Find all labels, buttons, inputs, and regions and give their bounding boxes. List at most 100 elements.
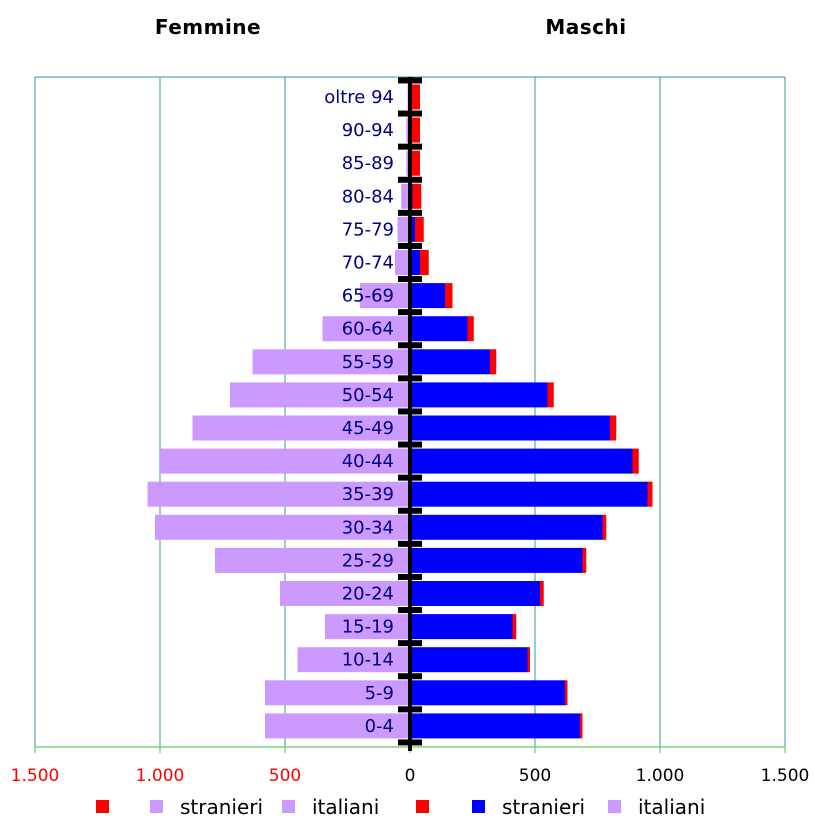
bar-female xyxy=(397,216,410,242)
center-axis-dash xyxy=(398,673,422,680)
x-tick-label: 0 xyxy=(405,766,416,786)
center-axis-dash xyxy=(398,176,422,183)
legend: stranieri italiani stranieri italiani xyxy=(96,795,705,819)
legend-swatch xyxy=(282,800,295,813)
bar-male-italiani xyxy=(410,415,610,441)
age-label: 65-69 xyxy=(342,286,394,307)
bar-male-stranieri xyxy=(410,150,420,176)
bar-female xyxy=(252,349,410,375)
bar-male-italiani xyxy=(410,481,648,507)
legend-swatch xyxy=(96,800,109,813)
center-axis-dash xyxy=(398,540,422,547)
center-axis-dash xyxy=(398,607,422,614)
bar-male-italiani xyxy=(410,283,445,309)
center-axis-dash xyxy=(398,276,422,283)
center-axis-dash xyxy=(398,143,422,150)
bar-male-stranieri xyxy=(420,250,429,275)
bar-female xyxy=(325,614,410,640)
bar-male-italiani xyxy=(410,216,415,242)
x-tick-label: 500 xyxy=(269,766,301,786)
bar-female xyxy=(280,581,410,606)
legend-swatch xyxy=(150,800,163,813)
age-label: 20-24 xyxy=(342,584,394,605)
bar-female xyxy=(360,283,410,309)
center-axis-dash xyxy=(398,110,422,117)
bar-male-stranieri xyxy=(647,481,653,507)
age-label: 10-14 xyxy=(342,650,394,671)
age-label: 5-9 xyxy=(365,683,394,704)
age-label: 35-39 xyxy=(342,484,394,505)
bar-male-stranieri xyxy=(610,415,617,441)
bar-male-italiani xyxy=(410,250,420,275)
bar-male-stranieri xyxy=(565,680,568,706)
bar-male-stranieri xyxy=(445,283,453,309)
legend-label: italiani xyxy=(312,795,379,819)
age-label: oltre 94 xyxy=(324,87,394,108)
age-label: 25-29 xyxy=(342,550,394,571)
center-axis-dash xyxy=(398,739,422,746)
center-axis-dash xyxy=(398,375,422,382)
bars xyxy=(147,84,653,739)
bar-female xyxy=(297,647,410,673)
age-label: 30-34 xyxy=(342,517,394,538)
legend-swatch xyxy=(608,800,621,813)
center-axis xyxy=(398,77,422,751)
bar-female xyxy=(147,481,410,507)
bar-male-stranieri xyxy=(540,581,544,606)
center-axis-dash xyxy=(398,309,422,316)
bar-male-italiani xyxy=(410,713,580,739)
center-axis-dash xyxy=(398,77,422,84)
left-title: Femmine xyxy=(155,15,261,39)
bar-male-italiani xyxy=(410,349,490,375)
x-tick-label: 1.500 xyxy=(11,766,60,786)
bar-male-italiani xyxy=(410,547,583,573)
x-tick-label: 500 xyxy=(519,766,551,786)
bar-female xyxy=(215,547,410,573)
bar-male-italiani xyxy=(410,614,513,640)
age-label: 70-74 xyxy=(342,253,394,274)
x-tick-label: 1.000 xyxy=(136,766,185,786)
age-labels: oltre 94 90-94 85-89 80-84 75-79 70-74 65-69 60… xyxy=(324,87,394,737)
bar-male-stranieri xyxy=(527,647,530,673)
bar-male-stranieri xyxy=(632,448,639,474)
age-label: 50-54 xyxy=(342,385,394,406)
legend-label: italiani xyxy=(638,795,705,819)
age-label: 60-64 xyxy=(342,319,394,340)
age-label: 55-59 xyxy=(342,352,394,373)
bar-female xyxy=(395,250,410,275)
bar-female xyxy=(265,680,410,706)
center-axis-dash xyxy=(398,408,422,415)
center-axis-dash xyxy=(398,706,422,713)
bar-female xyxy=(322,316,410,342)
x-tick-labels: 1.500 1.000 500 0 500 1.000 1.500 xyxy=(11,766,810,786)
bar-male-italiani xyxy=(410,448,633,474)
legend-label: stranieri xyxy=(502,795,585,819)
center-axis-dash xyxy=(398,640,422,647)
bar-male-stranieri xyxy=(602,514,607,540)
bar-female xyxy=(192,415,410,441)
center-axis-dash xyxy=(398,474,422,481)
age-label: 90-94 xyxy=(342,120,394,141)
age-label: 75-79 xyxy=(342,219,394,240)
bar-male-stranieri xyxy=(580,713,583,739)
bar-female xyxy=(401,183,410,209)
age-label: 85-89 xyxy=(342,153,394,174)
legend-swatch xyxy=(472,800,485,813)
center-axis-dash xyxy=(398,507,422,514)
center-axis-dash xyxy=(398,342,422,349)
bar-male-italiani xyxy=(410,581,540,606)
bar-male-stranieri xyxy=(512,614,517,640)
age-label: 40-44 xyxy=(342,451,394,472)
x-tick-label: 1.000 xyxy=(636,766,685,786)
bar-male-stranieri xyxy=(410,117,420,143)
age-label: 15-19 xyxy=(342,617,394,638)
bar-male-stranieri xyxy=(415,216,424,242)
bar-female xyxy=(155,514,410,540)
bar-male-stranieri xyxy=(410,84,420,110)
age-label: 45-49 xyxy=(342,418,394,439)
bar-male-stranieri xyxy=(412,183,422,209)
bar-male-stranieri xyxy=(467,316,474,342)
legend-swatch xyxy=(416,800,429,813)
bar-female xyxy=(265,713,410,739)
